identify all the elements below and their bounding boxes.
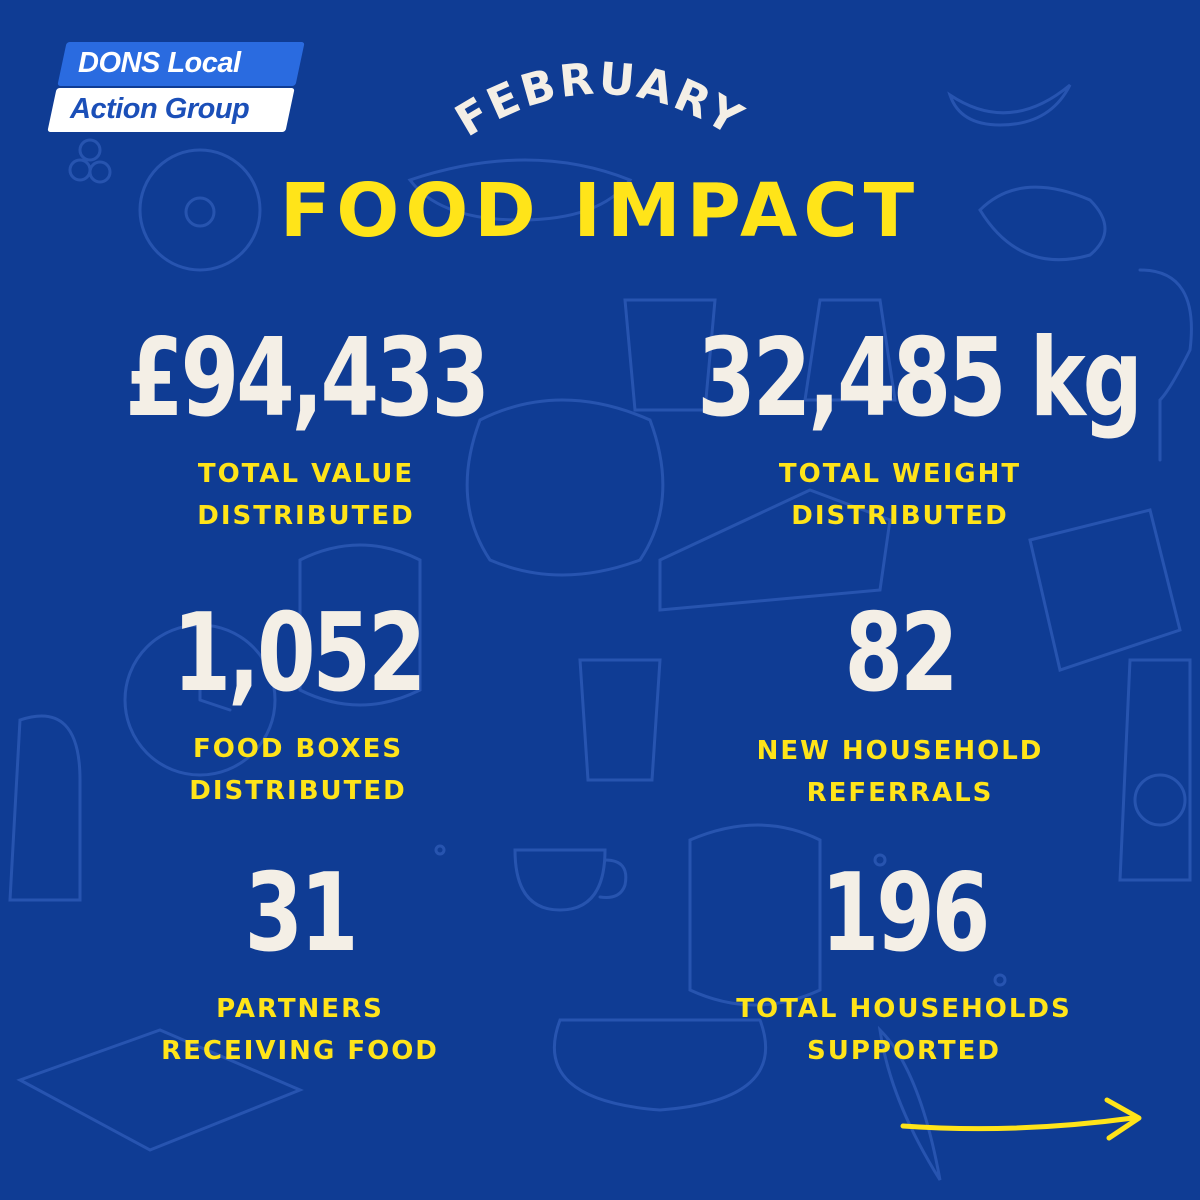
stat-value: 82 [844,591,958,716]
stat-total-weight: 32,485 kg TOTAL WEIGHT DISTRIBUTED [640,325,1160,537]
stat-label: PARTNERS RECEIVING FOOD [161,994,439,1066]
stat-label: TOTAL HOUSEHOLDS SUPPORTED [736,994,1072,1066]
page-title: FOOD IMPACT [279,168,921,254]
stat-value: 196 [820,851,991,976]
month-arc-title: FEBRUARY [447,53,753,147]
month-label: FEBRUARY [447,53,750,147]
dons-local-action-group-logo: DONS Local Action Group [47,38,312,138]
stat-total-value: £94,433 TOTAL VALUE DISTRIBUTED [46,325,566,537]
stat-label: TOTAL WEIGHT DISTRIBUTED [778,459,1022,531]
stat-new-referrals: 82 NEW HOUSEHOLD REFERRALS [640,600,1160,814]
logo-line-1: DONS Local [78,47,241,79]
stat-label: TOTAL VALUE DISTRIBUTED [197,459,415,531]
stat-value: 1,052 [172,591,427,716]
stat-value: £94,433 [125,316,490,441]
stat-label: NEW HOUSEHOLD REFERRALS [756,736,1044,808]
stat-food-boxes: 1,052 FOOD BOXES DISTRIBUTED [38,600,558,812]
stat-value: 31 [244,851,358,976]
stat-label: FOOD BOXES DISTRIBUTED [189,734,407,806]
stat-total-households: 196 TOTAL HOUSEHOLDS SUPPORTED [644,860,1164,1072]
logo-line-2: Action Group [70,93,250,125]
svg-text:FEBRUARY: FEBRUARY [447,53,753,147]
arrow-right-icon[interactable] [895,1090,1155,1150]
stat-partners: 31 PARTNERS RECEIVING FOOD [40,860,560,1072]
stat-value: 32,485 kg [697,316,1143,441]
